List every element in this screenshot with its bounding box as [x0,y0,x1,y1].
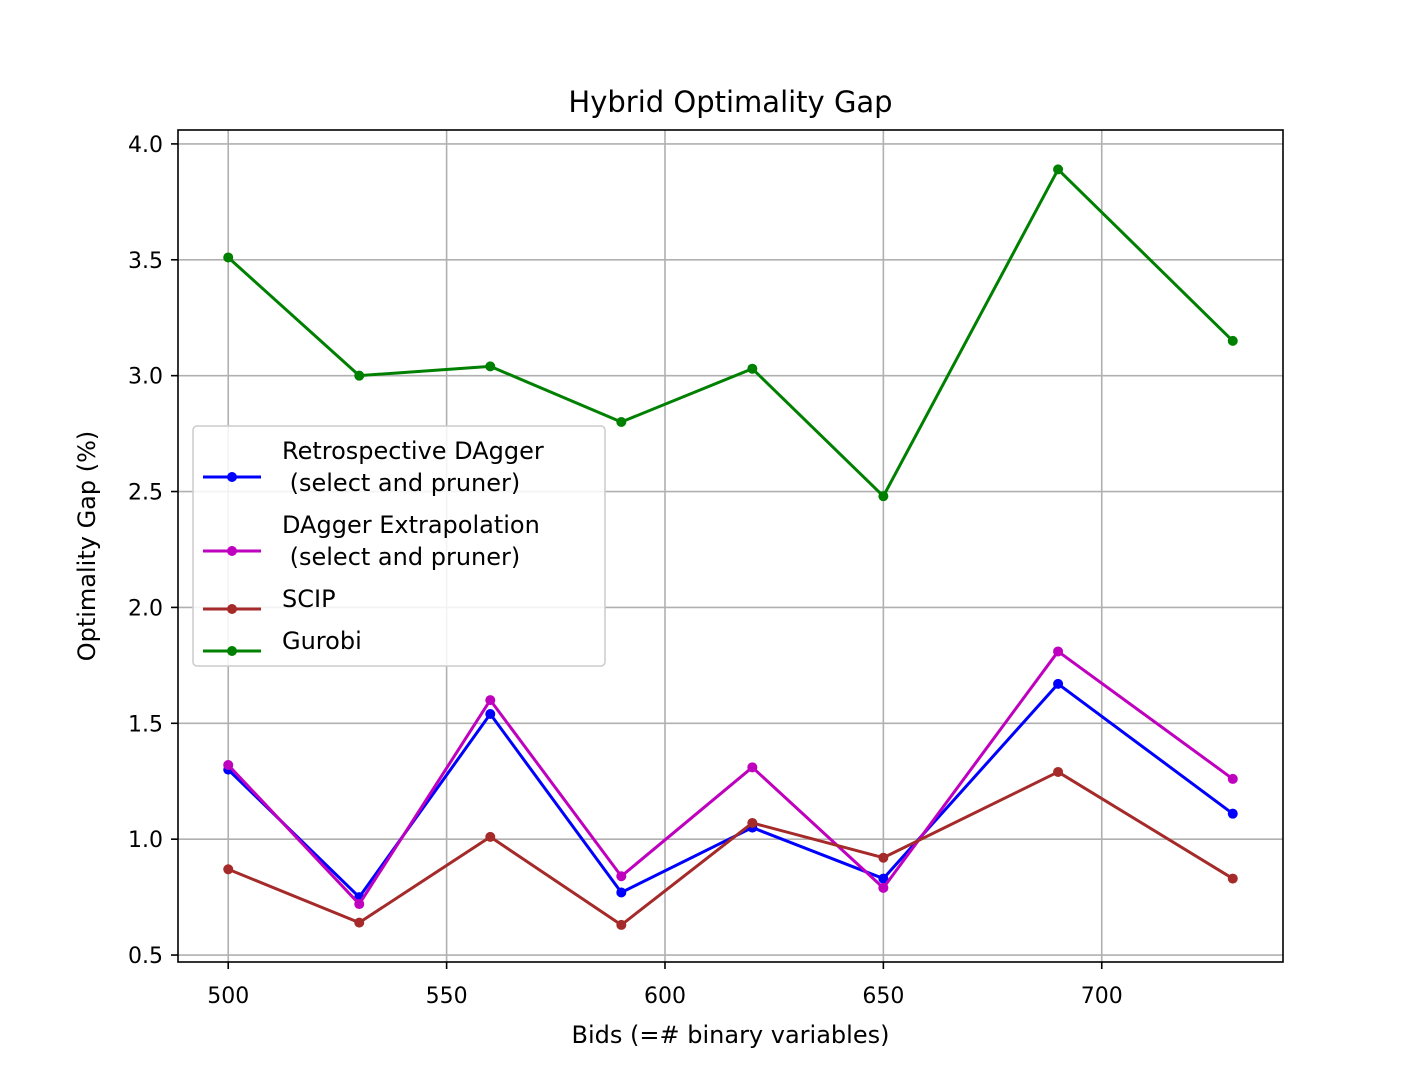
data-point [1053,766,1064,777]
x-tick-label: 700 [1081,984,1123,1009]
series-2 [223,646,1238,910]
x-tick-label: 600 [644,984,686,1009]
legend-label: SCIP [282,585,336,613]
legend-entry: SCIP [203,585,336,614]
data-point [1227,808,1238,819]
data-point [223,252,234,263]
data-point [354,917,365,928]
series-3 [223,766,1238,930]
series-4 [223,164,1238,502]
legend-label-line: (select and pruner) [282,469,520,497]
data-point [616,871,627,882]
data-point [485,361,496,372]
data-point [878,852,889,863]
data-point [616,887,627,898]
plot-frame [177,129,1284,963]
series-line [227,682,1234,899]
y-tick-label: 2.0 [128,596,163,621]
data-point [354,899,365,910]
data-point [223,864,234,875]
data-point [1227,873,1238,884]
legend-label-line: DAgger Extrapolation [282,511,540,539]
y-tick-label: 4.0 [128,133,163,158]
data-point [616,417,627,428]
series-line [227,167,1234,498]
legend-swatch-marker [227,546,237,556]
data-point [1227,773,1238,784]
data-point [354,370,365,381]
legend-swatch-marker [227,472,237,482]
series-line [227,770,1234,927]
legend-swatch-marker [227,604,237,614]
legend-entry: Gurobi [203,627,362,656]
legend-swatch-marker [227,646,237,656]
data-point [223,760,234,771]
legend-label-line: SCIP [282,585,336,613]
data-point [485,831,496,842]
legend-label-line: Retrospective DAgger [282,437,544,465]
y-tick-label: 1.5 [128,712,163,737]
y-tick-label: 2.5 [128,481,163,506]
legend-label-line: Gurobi [282,627,362,655]
data-point [878,873,889,884]
y-tick-label: 1.0 [128,828,163,853]
series-layer [223,164,1238,930]
data-point [747,817,758,828]
legend: Retrospective DAgger (select and pruner)… [192,425,606,667]
x-tick-label: 650 [862,984,904,1009]
series-line [227,649,1234,906]
legend-label-line: (select and pruner) [282,543,520,571]
data-point [1053,164,1064,175]
legend-label: Gurobi [282,627,362,655]
y-tick-label: 3.5 [128,249,163,274]
legend-label: DAgger Extrapolation (select and pruner) [282,511,540,571]
data-point [747,363,758,374]
x-tick-label: 550 [426,984,468,1009]
legend-entry: Retrospective DAgger (select and pruner) [203,437,544,497]
data-point [616,919,627,930]
y-axis-label: Optimality Gap (%) [73,431,101,662]
x-axis-label: Bids (=# binary variables) [572,1021,890,1049]
data-point [747,762,758,773]
data-point [1227,335,1238,346]
legend-frame [192,425,606,667]
y-tick-label: 3.0 [128,365,163,390]
data-point [1053,678,1064,689]
x-tick-label: 500 [207,984,249,1009]
y-tick-label: 0.5 [128,944,163,969]
legend-label: Retrospective DAgger (select and pruner) [282,437,544,497]
chart-title: Hybrid Optimality Gap [568,85,892,119]
axis-ticks: 500 550 600 650 700 0.5 1.0 1.5 2.0 2.5 3.0 3.5 4.0 [128,133,1123,1009]
legend-entry: DAgger Extrapolation (select and pruner) [203,511,540,571]
data-point [878,882,889,893]
data-point [485,709,496,720]
data-point [1053,646,1064,657]
data-point [878,491,889,502]
data-point [485,695,496,706]
